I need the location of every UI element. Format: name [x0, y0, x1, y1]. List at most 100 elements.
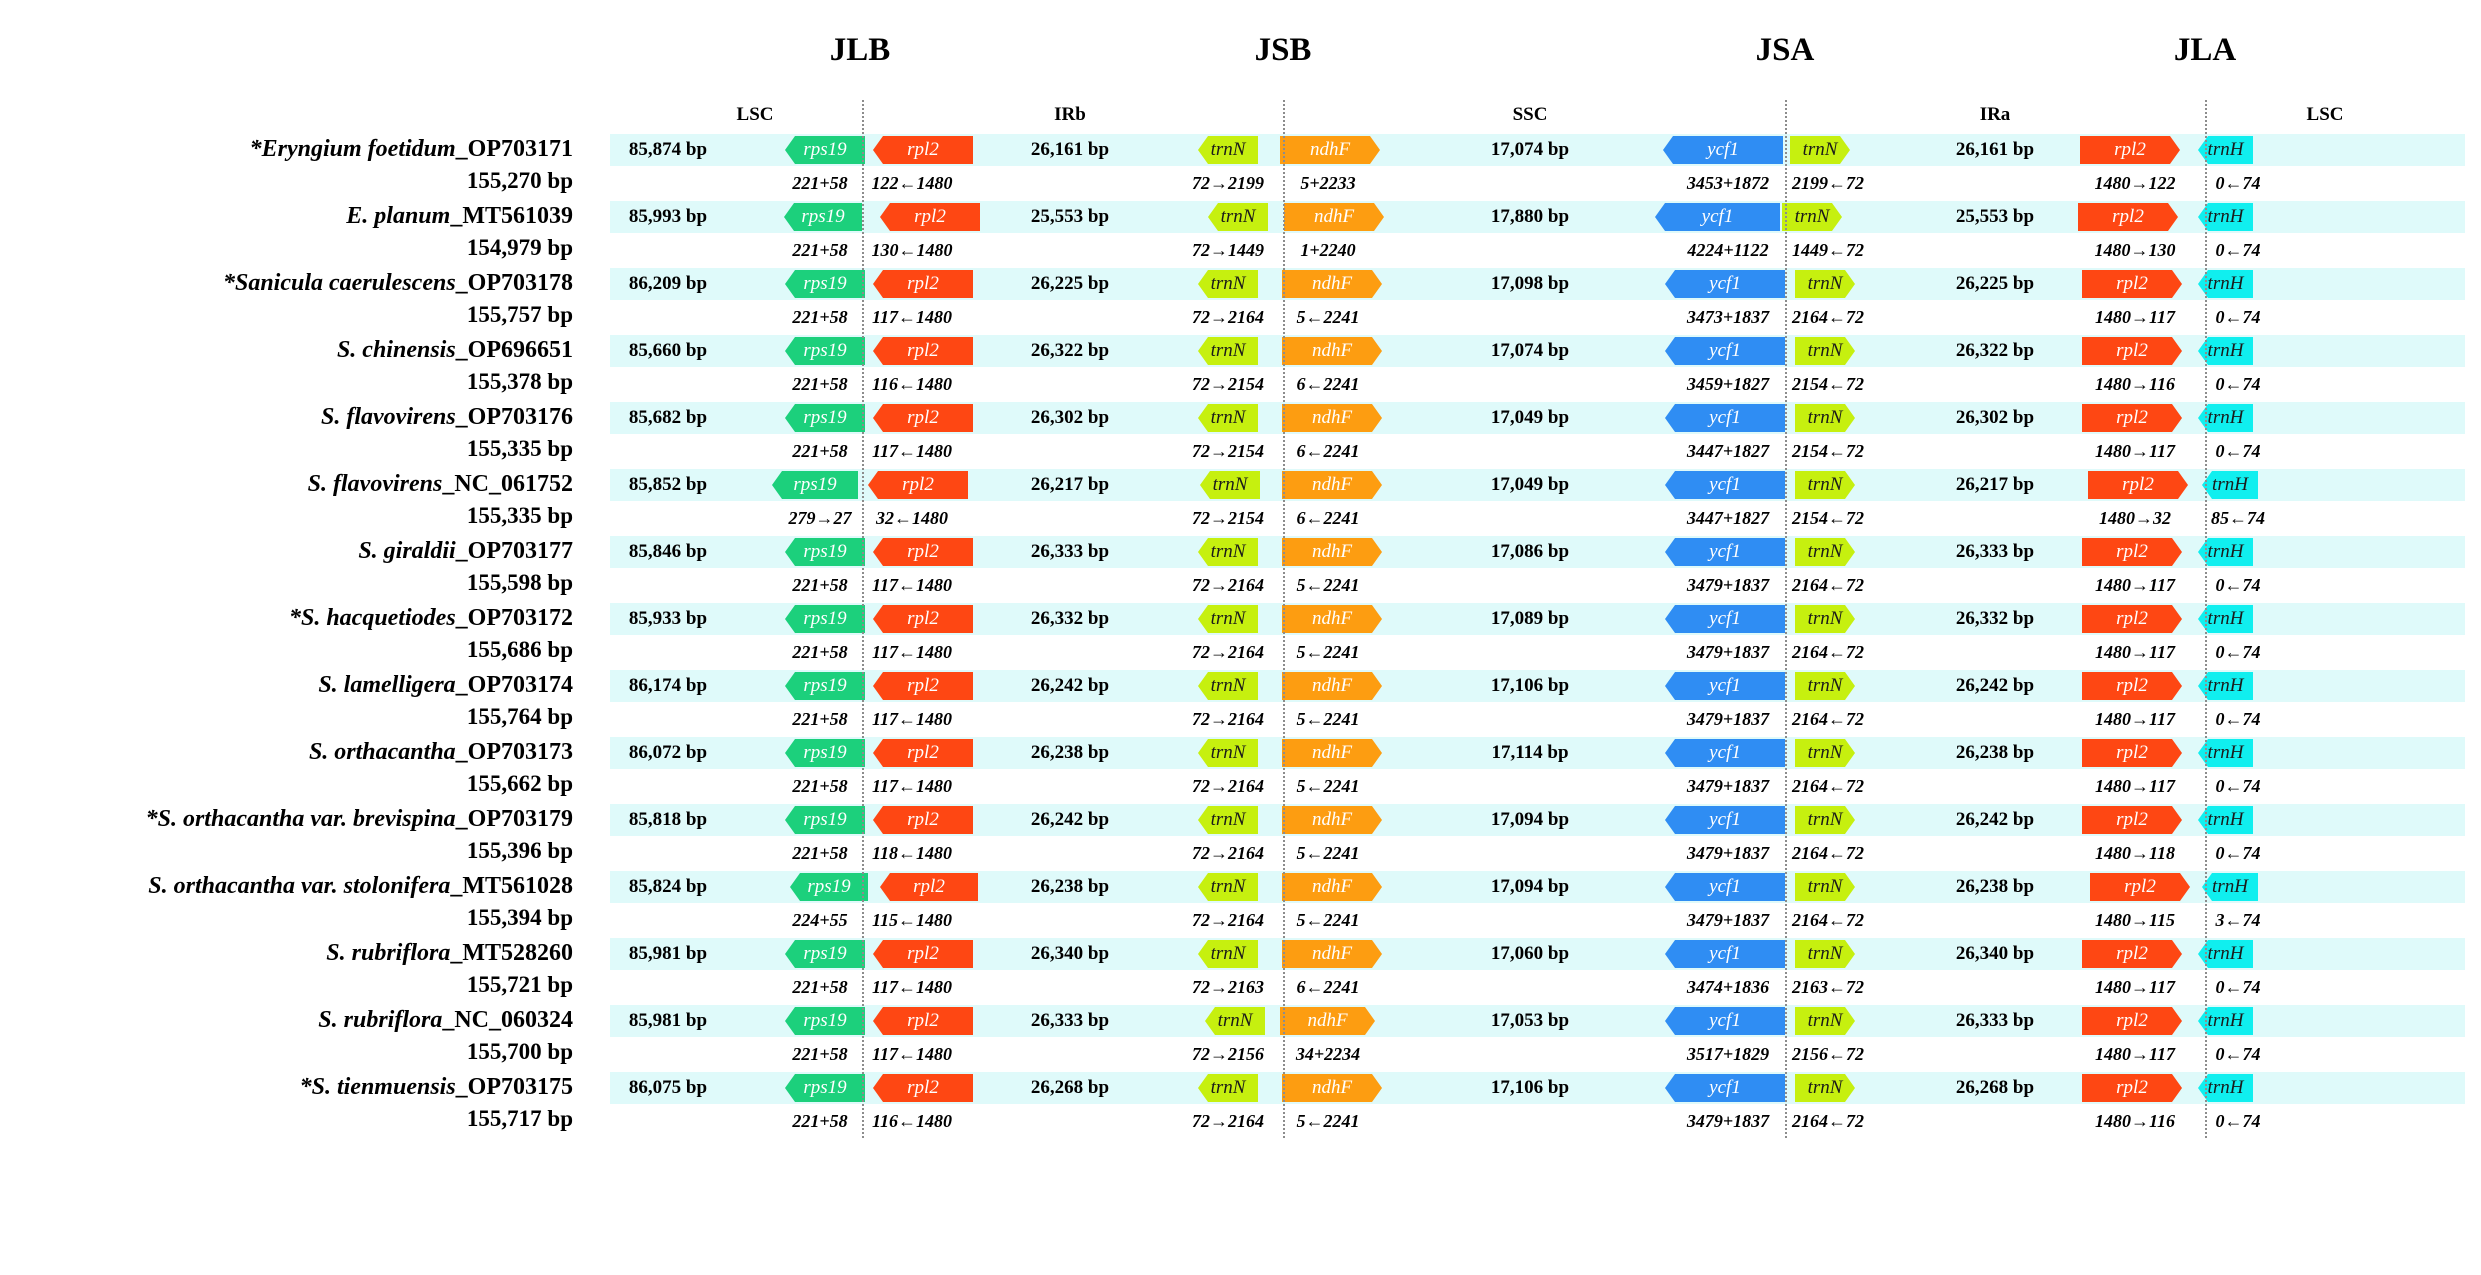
- trnH-position: 0←74: [2215, 240, 2261, 260]
- gene-label: trnH: [2207, 1077, 2244, 1098]
- trnN-irb-position: 72→2164: [1192, 709, 1264, 729]
- irb-length: 25,553 bp: [1030, 206, 1110, 227]
- species-name-italic: Sanicula caerulescens: [234, 270, 456, 296]
- rps19-gene: rps19: [785, 404, 865, 432]
- gene-label: trnN: [1807, 943, 1843, 964]
- species-name: S. rubriflora_MT528260: [326, 938, 573, 968]
- species-name-prefix: *: [145, 806, 158, 832]
- gene-label: trnH: [2207, 407, 2244, 428]
- ssc-length: 17,106 bp: [1490, 675, 1570, 696]
- gene-label: rpl2: [2116, 809, 2148, 830]
- ssc-length: 17,074 bp: [1490, 139, 1570, 160]
- rpl2-gene-ira: rpl2: [2082, 1007, 2182, 1035]
- genome-total-length: 155,598 bp: [466, 570, 573, 595]
- ndhF-position: 1+2240: [1300, 240, 1356, 260]
- trnH-position: 0←74: [2215, 173, 2261, 193]
- ssc-length: 17,049 bp: [1490, 474, 1570, 495]
- gene-label: trnH: [2207, 608, 2244, 629]
- trnN-ira-position: 2164←72: [1792, 843, 1864, 863]
- trnH-gene: trnH: [2198, 337, 2253, 365]
- trnN-ira-position: 2154←72: [1792, 441, 1864, 461]
- species-row-1: *Eryngium foetidum_OP703171 155,270 bp 8…: [0, 134, 2481, 202]
- trnH-position: 0←74: [2215, 307, 2261, 327]
- gene-label: trnN: [1210, 943, 1246, 964]
- gene-label: rps19: [803, 139, 847, 160]
- junction-line-jsb: [1283, 100, 1285, 1138]
- gene-label: ycf1: [1709, 809, 1741, 830]
- gene-label: trnN: [1807, 340, 1843, 361]
- gene-label: ycf1: [1701, 206, 1734, 227]
- gene-label: rpl2: [907, 340, 939, 361]
- gene-label: trnN: [1217, 1010, 1253, 1031]
- gene-label: ndhF: [1311, 876, 1353, 897]
- ira-length: 26,225 bp: [1955, 273, 2035, 294]
- trnN-gene-ira: trnN: [1795, 605, 1855, 633]
- gene-label: ndhF: [1309, 139, 1351, 160]
- irb-length: 26,238 bp: [1030, 876, 1110, 897]
- trnN-ira-position: 2164←72: [1792, 910, 1864, 930]
- species-name: S. lamelligera_OP703174: [318, 670, 573, 700]
- ndhF-position: 5←2241: [1296, 910, 1360, 930]
- ycf1-position: 3474+1836: [1686, 977, 1770, 997]
- species-name-prefix: *: [299, 1074, 312, 1100]
- rps19-position: 221+58: [792, 307, 848, 327]
- rps19-position: 221+58: [792, 843, 848, 863]
- trnN-irb-position: 72→2154: [1192, 441, 1264, 461]
- gene-label: rpl2: [907, 943, 939, 964]
- rpl2-gene-irb: rpl2: [880, 873, 978, 901]
- ira-length: 26,242 bp: [1955, 809, 2035, 830]
- ndhF-gene: ndhF: [1282, 739, 1382, 767]
- trnN-gene-ira: trnN: [1795, 873, 1855, 901]
- trnN-irb-position: 72→2156: [1192, 1044, 1264, 1064]
- species-name-italic: E. planum: [346, 203, 451, 229]
- rps19-gene: rps19: [785, 1007, 865, 1035]
- gene-label: rpl2: [907, 1077, 939, 1098]
- trnN-irb-position: 72→2164: [1192, 843, 1264, 863]
- rps19-gene: rps19: [785, 270, 865, 298]
- species-accession: _NC_061752: [442, 471, 573, 497]
- trnH-gene: trnH: [2198, 270, 2253, 298]
- ndhF-gene: ndhF: [1282, 404, 1382, 432]
- gene-label: rps19: [803, 608, 847, 629]
- gene-label: rps19: [803, 1010, 847, 1031]
- trnN-irb-position: 72→2154: [1192, 508, 1264, 528]
- species-name: E. planum_MT561039: [346, 201, 573, 231]
- trnH-gene: trnH: [2198, 538, 2253, 566]
- gene-label: rpl2: [907, 608, 939, 629]
- species-row-9: S. lamelligera_OP703174 155,764 bp 86,17…: [0, 670, 2481, 738]
- species-accession: _OP696651: [455, 337, 573, 363]
- trnN-gene-irb: trnN: [1198, 806, 1258, 834]
- rps19-position: 221+58: [792, 977, 848, 997]
- gene-label: rpl2: [2116, 675, 2148, 696]
- species-name-italic: S. rubriflora: [318, 1007, 443, 1033]
- gene-label: rpl2: [2116, 943, 2148, 964]
- ndhF-position: 6←2241: [1296, 508, 1360, 528]
- species-row-7: S. giraldii_OP703177 155,598 bp 85,846 b…: [0, 536, 2481, 604]
- irb-length: 26,268 bp: [1030, 1077, 1110, 1098]
- rpl2-gene-ira: rpl2: [2090, 873, 2190, 901]
- trnN-gene-ira: trnN: [1795, 1007, 1855, 1035]
- ndhF-position: 5←2241: [1296, 1111, 1360, 1131]
- lsc-length: 85,818 bp: [628, 809, 708, 830]
- rps19-gene: rps19: [785, 1074, 865, 1102]
- trnN-gene-ira: trnN: [1795, 806, 1855, 834]
- gene-label: ndhF: [1311, 474, 1353, 495]
- trnN-gene-ira: trnN: [1795, 404, 1855, 432]
- gene-label: rps19: [803, 675, 847, 696]
- species-row-14: S. rubriflora_NC_060324 155,700 bp 85,98…: [0, 1005, 2481, 1073]
- gene-label: rpl2: [907, 675, 939, 696]
- gene-label: ycf1: [1707, 139, 1739, 160]
- gene-label: rpl2: [2112, 206, 2144, 227]
- rps19-position: 221+58: [792, 374, 848, 394]
- rps19-position: 221+58: [792, 1044, 848, 1064]
- gene-label: rpl2: [2124, 876, 2156, 897]
- rpl2-irb-position: 117←1480: [871, 709, 953, 729]
- ycf1-gene: ycf1: [1665, 538, 1785, 566]
- gene-label: ycf1: [1709, 1010, 1741, 1031]
- species-name: S. flavovirens_OP703176: [321, 402, 573, 432]
- trnN-gene-irb: trnN: [1208, 203, 1268, 231]
- rps19-gene: rps19: [772, 471, 858, 499]
- rpl2-ira-position: 1480→116: [2094, 374, 2176, 394]
- gene-label: trnN: [1807, 273, 1843, 294]
- irb-length: 26,238 bp: [1030, 742, 1110, 763]
